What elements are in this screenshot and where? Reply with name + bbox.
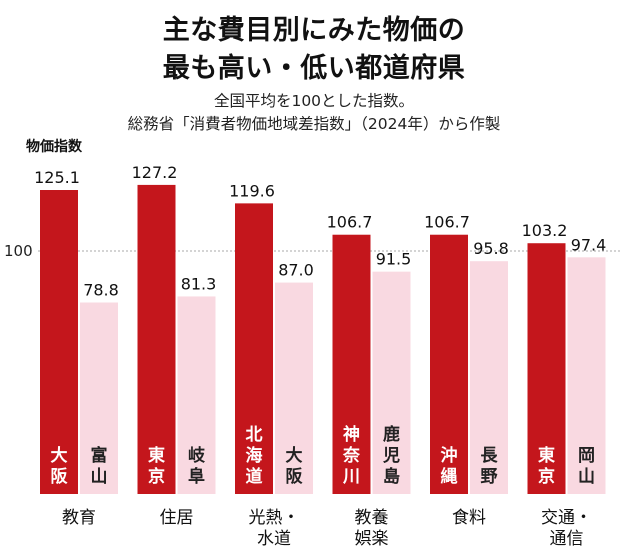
value-label-high-0: 125.1 [34,168,80,187]
category-label-5-0: 交通・ [541,508,592,528]
category-label-4-0: 食料 [452,508,486,528]
category-label-5-1: 通信 [550,529,584,549]
value-label-low-3: 91.5 [376,250,412,269]
category-label-1-0: 住居 [160,508,194,528]
region-label-high-2: 北海道 [246,425,263,487]
category-label-3-1: 娯楽 [355,529,389,549]
bar-high-2 [235,203,273,494]
value-label-high-1: 127.2 [132,163,178,182]
region-label-high-1: 東京 [148,445,165,487]
value-label-low-5: 97.4 [571,235,607,254]
bar-low-2 [275,282,313,494]
value-label-high-2: 119.6 [229,181,275,200]
chart-subtitle-line1: 全国平均を100とした指数。 [213,92,415,110]
region-label-high-0: 大阪 [51,445,68,487]
value-label-high-4: 106.7 [424,213,470,232]
region-label-low-2: 大阪 [286,445,303,487]
value-label-low-2: 87.0 [278,261,314,280]
bar-high-3 [332,234,371,494]
category-label-3-0: 教養 [355,508,389,528]
value-label-low-4: 95.8 [473,239,509,258]
bar-high-0 [40,190,78,494]
bar-low-1 [177,296,216,494]
region-label-low-3: 鹿児島 [382,424,400,487]
bar-low-3 [372,271,411,494]
bar-low-4 [470,261,508,494]
chart-title-line2: 最も高い・低い都道府県 [162,53,466,84]
value-label-high-5: 103.2 [522,221,568,240]
category-label-2-1: 水道 [257,529,291,549]
bar-high-5 [527,243,566,494]
y-axis-label: 物価指数 [26,138,83,155]
bar-high-1 [137,184,176,495]
bar-low-5 [567,257,606,494]
bar-low-0 [80,302,118,494]
value-label-low-1: 81.3 [181,274,217,293]
region-label-low-5: 岡山 [578,446,595,487]
region-label-high-5: 東京 [538,445,555,487]
reference-label-100: 100 [4,242,33,260]
region-label-high-4: 沖縄 [441,445,458,487]
region-label-low-4: 長野 [481,446,499,487]
value-label-low-0: 78.8 [83,281,119,300]
value-label-high-3: 106.7 [327,213,373,232]
region-label-high-3: 神奈川 [342,424,361,487]
region-label-low-0: 富山 [91,445,108,487]
category-label-2-0: 光熱・ [249,508,300,528]
bar-high-4 [430,234,468,494]
chart-title-line1: 主な費目別にみた物価の [162,15,466,46]
category-label-0-0: 教育 [62,508,96,528]
chart-subtitle-line2: 総務省「消費者物価地域差指数」（2024年）から作製 [127,115,501,133]
region-label-low-1: 岐阜 [188,445,206,487]
